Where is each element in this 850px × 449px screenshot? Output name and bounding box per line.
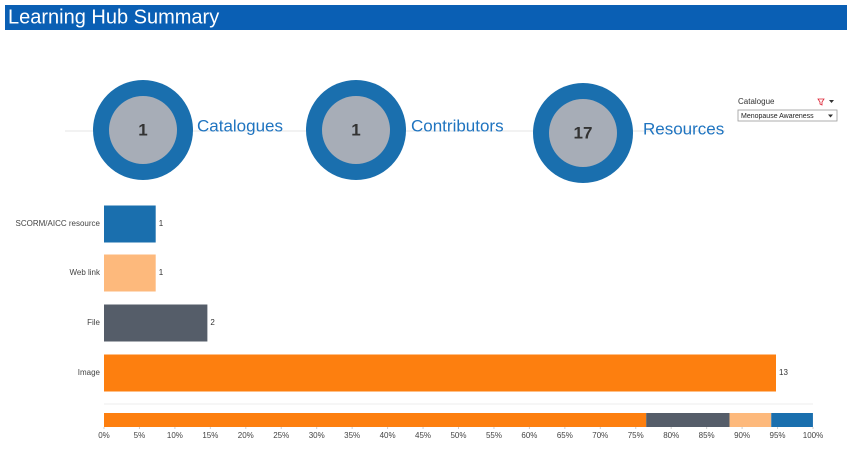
kpi-label: Catalogues: [197, 116, 283, 135]
stack-segment: [646, 413, 730, 427]
bar: [104, 254, 156, 292]
x-tick-label: 20%: [238, 431, 254, 440]
kpi-value: 1: [351, 120, 360, 139]
value-label: 13: [779, 368, 788, 377]
x-tick-label: 5%: [134, 431, 146, 440]
kpi-inner: [549, 99, 617, 167]
kpi-label: Contributors: [411, 116, 504, 135]
header-bar: [5, 5, 847, 30]
value-label: 2: [210, 318, 215, 327]
filter-label: Catalogue: [738, 97, 775, 106]
x-tick-label: 80%: [663, 431, 679, 440]
bar: [104, 304, 208, 342]
x-tick-label: 100%: [803, 431, 823, 440]
header-title: Learning Hub Summary: [8, 6, 219, 28]
x-tick-label: 85%: [699, 431, 715, 440]
kpi-value: 17: [574, 123, 593, 142]
x-tick-label: 65%: [557, 431, 573, 440]
x-tick-label: 10%: [167, 431, 183, 440]
x-tick-label: 40%: [380, 431, 396, 440]
value-label: 1: [159, 219, 164, 228]
kpi-inner: [109, 96, 177, 164]
x-tick-label: 95%: [770, 431, 786, 440]
x-tick-label: 15%: [202, 431, 218, 440]
category-label: File: [87, 318, 100, 327]
x-tick-label: 90%: [734, 431, 750, 440]
filter-icon[interactable]: [817, 98, 825, 106]
bar: [104, 354, 776, 392]
x-tick-label: 70%: [592, 431, 608, 440]
category-label: Web link: [69, 268, 101, 277]
stack-segment: [771, 413, 813, 427]
filter-menu[interactable]: [829, 100, 834, 103]
x-tick-label: 75%: [628, 431, 644, 440]
kpi-label: Resources: [643, 119, 724, 138]
kpi-inner: [322, 96, 390, 164]
filter-dropdown[interactable]: [737, 109, 838, 122]
filter-value: Menopause Awareness: [741, 113, 814, 120]
x-tick-label: 35%: [344, 431, 360, 440]
kpi-value: 1: [138, 120, 147, 139]
bar: [104, 205, 156, 243]
x-tick-label: 25%: [273, 431, 289, 440]
x-tick-label: 55%: [486, 431, 502, 440]
x-tick-label: 30%: [309, 431, 325, 440]
dropdown-arrow: [828, 114, 833, 118]
x-tick-label: 50%: [450, 431, 466, 440]
category-label: SCORM/AICC resource: [16, 219, 101, 228]
value-label: 1: [159, 268, 164, 277]
stack-segment: [104, 413, 647, 427]
stack-segment: [729, 413, 772, 427]
x-tick-label: 60%: [521, 431, 537, 440]
x-tick-label: 45%: [415, 431, 431, 440]
category-label: Image: [78, 368, 101, 377]
x-tick-label: 0%: [98, 431, 110, 440]
